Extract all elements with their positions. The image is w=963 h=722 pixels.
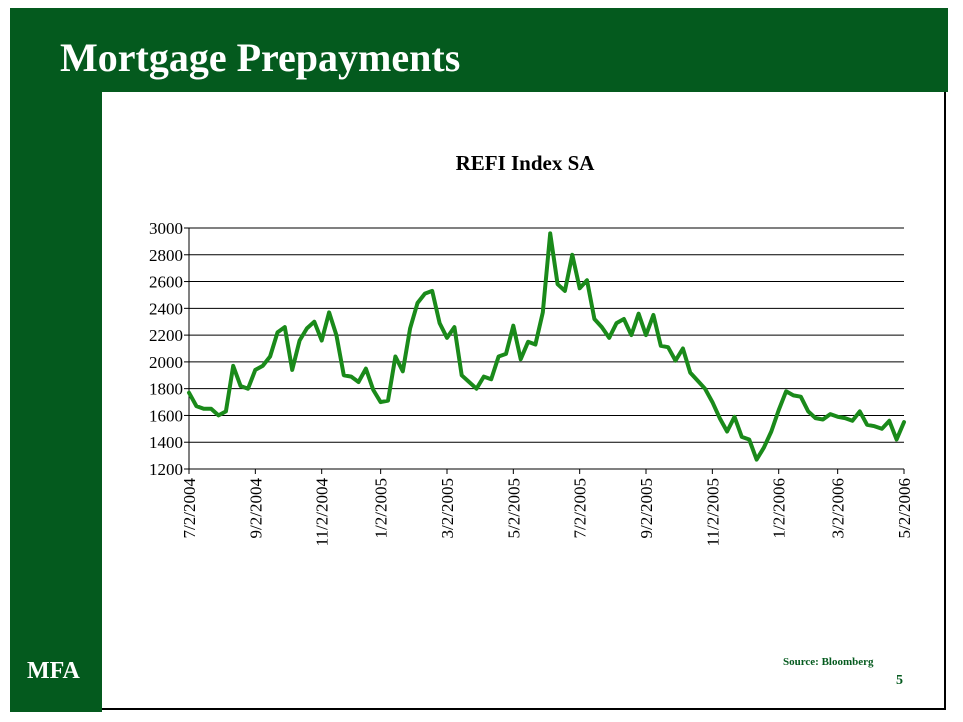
x-tick-label: 3/2/2005 [438,478,457,538]
x-tick-label: 5/2/2005 [504,478,523,538]
x-tick-label: 11/2/2004 [313,478,332,547]
x-tick-label: 3/2/2006 [829,478,848,538]
y-axis-ticks: 1200 1400 1600 1800 2000 2200 2400 2600 2800 3000 [149,219,189,479]
brand-sidebar [10,8,102,712]
y-tick-label: 1800 [149,380,183,399]
chart-title: REFI Index SA [456,151,596,175]
y-tick-label: 2600 [149,273,183,292]
chart-axes [188,228,904,470]
y-tick-label: 2800 [149,246,183,265]
y-tick-label: 1600 [149,406,183,425]
page-number: 5 [896,673,903,688]
series-line-refi-index [187,231,906,462]
chart-series [187,231,906,462]
slide-title: Mortgage Prepayments [60,35,461,80]
slide-frame [10,8,946,710]
x-axis-ticks: 7/2/2004 9/2/2004 11/2/2004 1/2/2005 3/2/200… [180,469,914,546]
x-tick-label: 5/2/2006 [895,478,914,538]
y-tick-label: 2000 [149,353,183,372]
x-tick-label: 1/2/2006 [770,478,789,538]
x-tick-label: 11/2/2005 [703,478,722,546]
x-tick-label: 7/2/2005 [571,478,590,538]
y-tick-label: 3000 [149,219,183,238]
x-tick-label: 7/2/2004 [180,478,199,539]
x-tick-label: 1/2/2005 [372,478,391,538]
y-tick-label: 2400 [149,299,183,318]
x-tick-label: 9/2/2004 [246,478,265,539]
y-tick-label: 1400 [149,433,183,452]
y-tick-label: 2200 [149,326,183,345]
x-tick-label: 9/2/2005 [637,478,656,538]
title-banner [10,8,948,92]
mfa-logo: MFA [27,658,80,684]
y-tick-label: 1200 [149,460,183,479]
chart-gridlines [189,227,904,470]
source-note: Source: Bloomberg [783,656,874,668]
